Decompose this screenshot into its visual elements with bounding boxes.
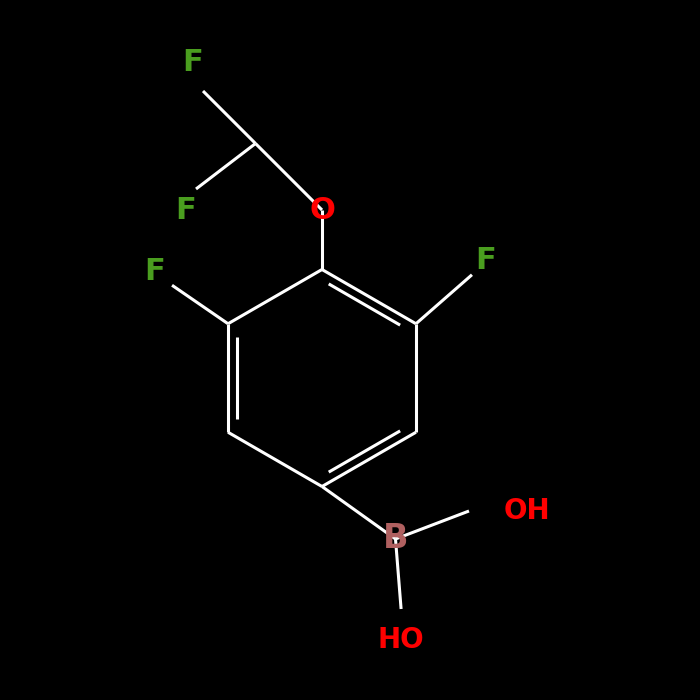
Text: F: F — [475, 246, 496, 275]
Text: B: B — [383, 522, 408, 556]
Text: O: O — [309, 195, 335, 225]
Text: HO: HO — [378, 626, 424, 654]
Text: F: F — [144, 257, 165, 286]
Text: F: F — [182, 48, 203, 77]
Text: OH: OH — [504, 497, 551, 525]
Text: F: F — [175, 196, 196, 225]
